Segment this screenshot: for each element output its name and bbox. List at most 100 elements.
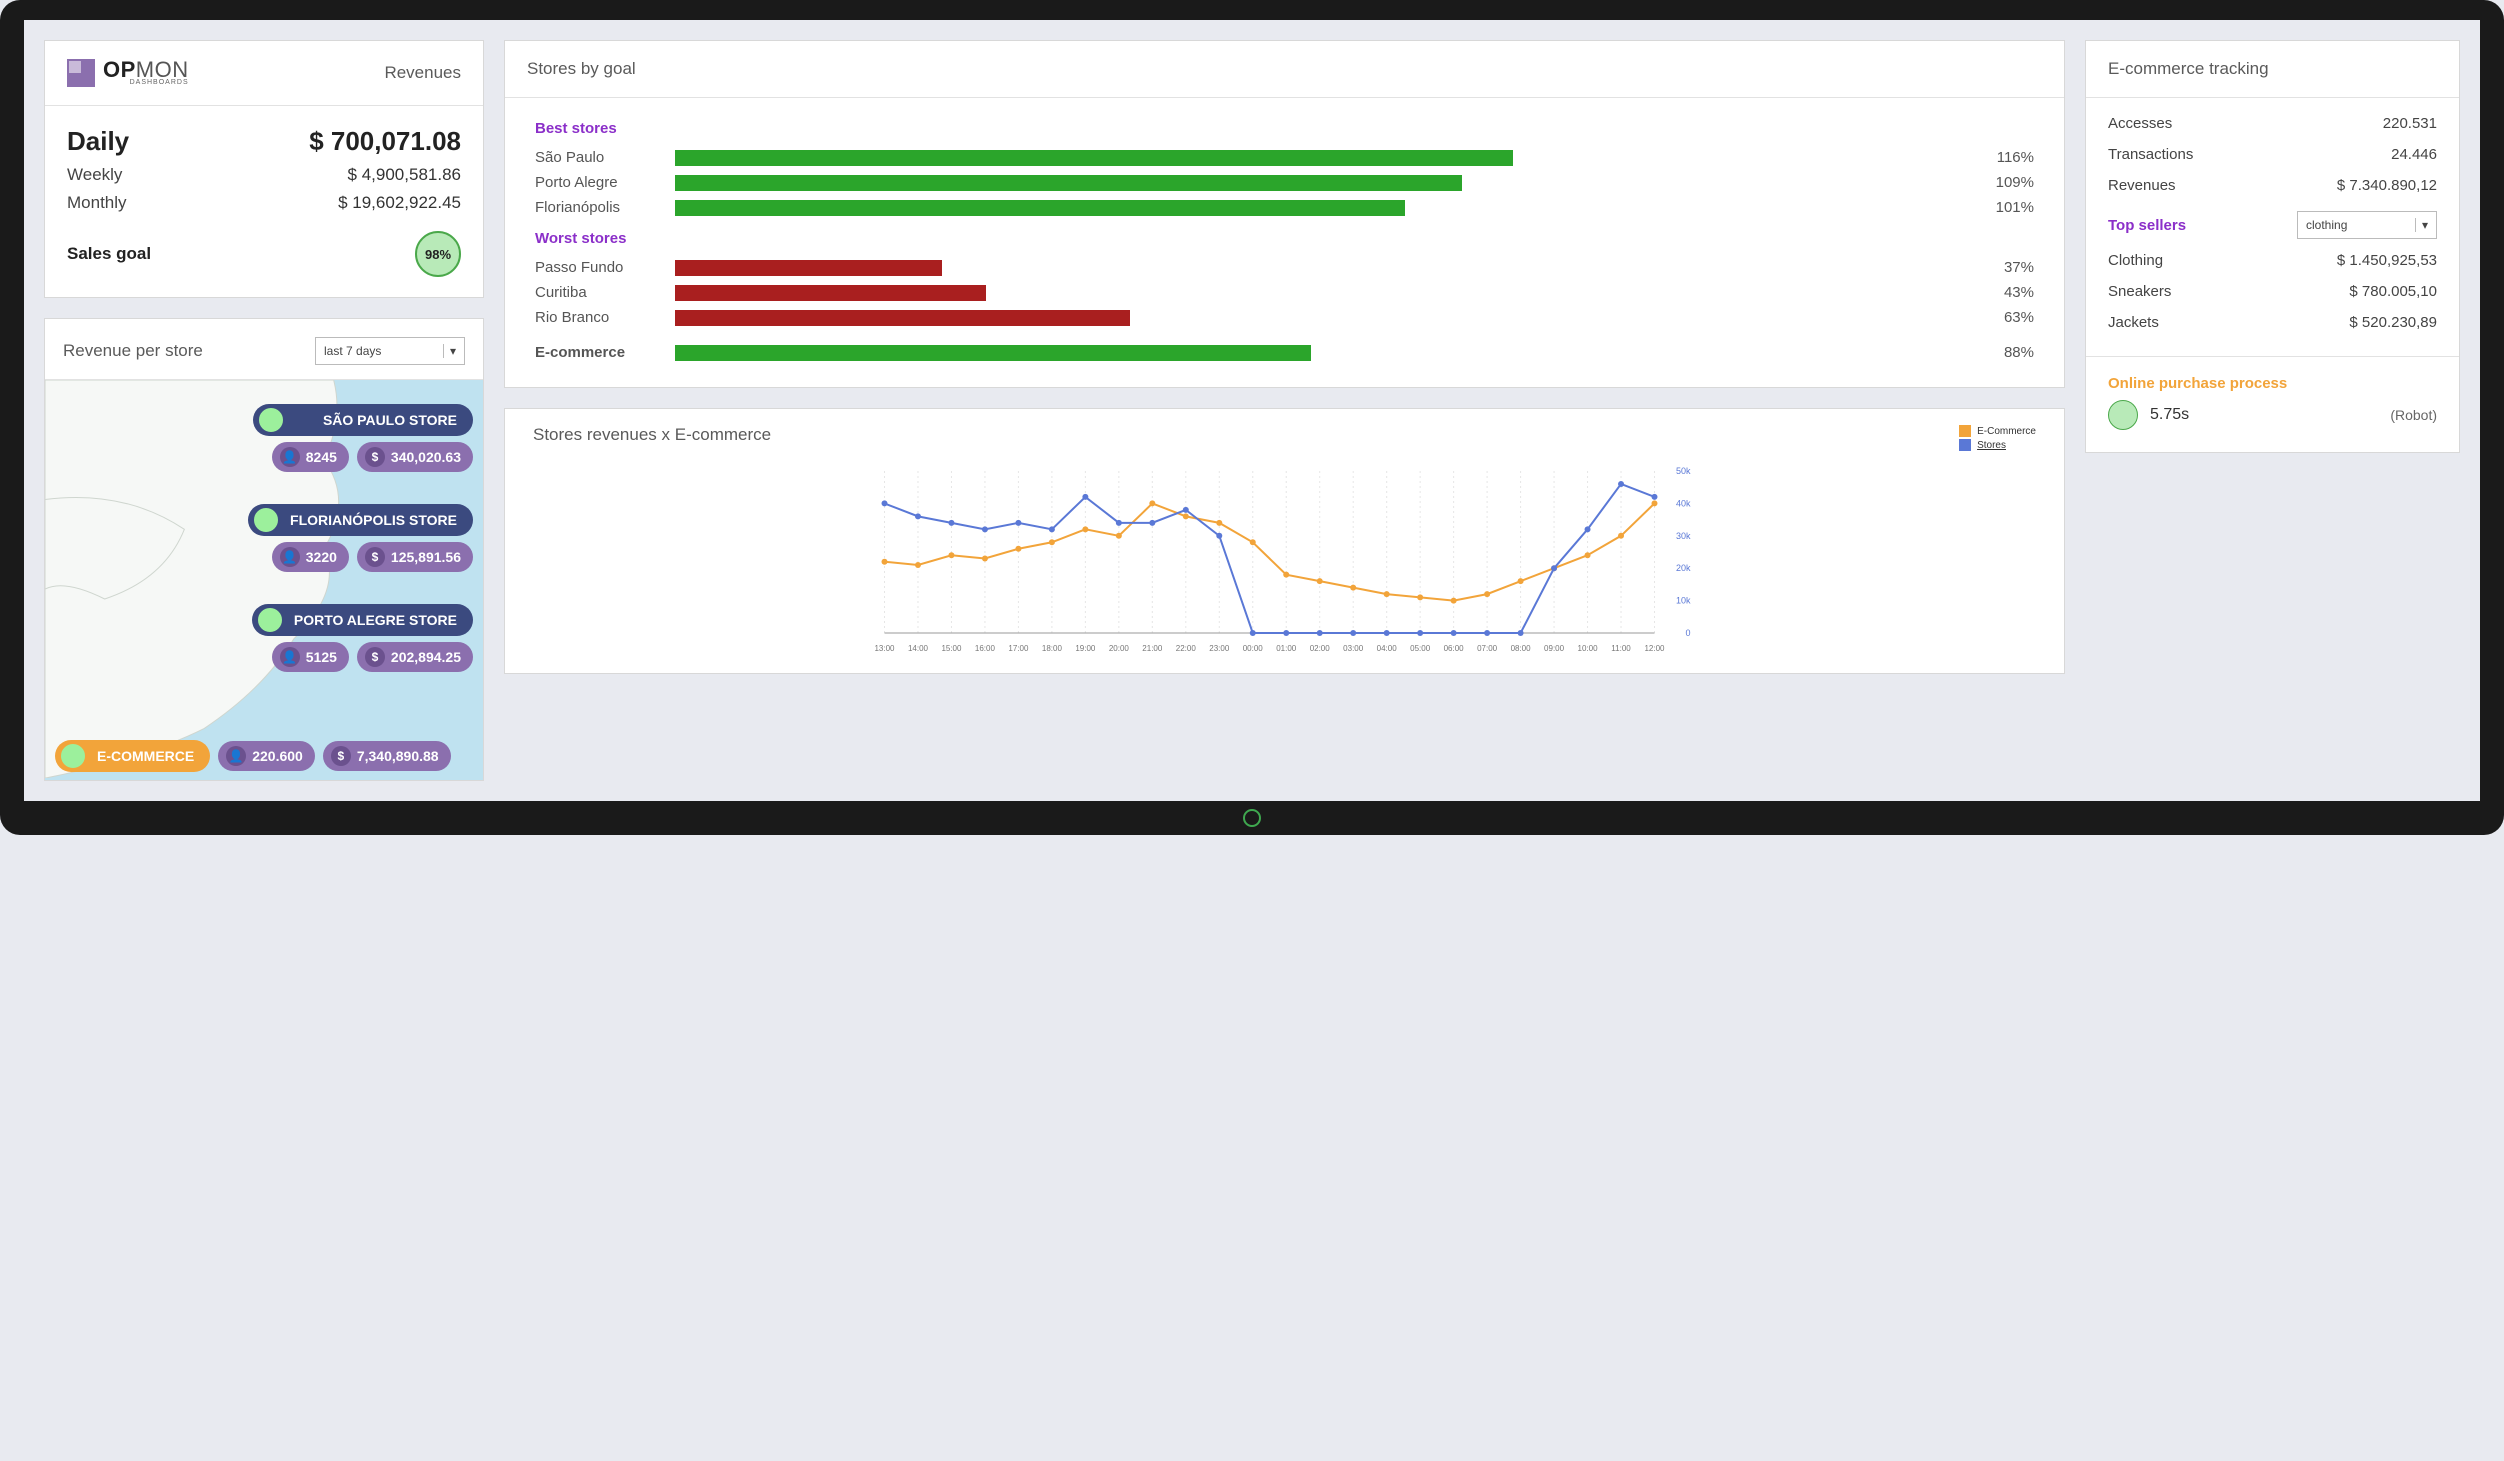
dollar-icon: $ [365,447,385,467]
store-name: Curitiba [535,284,665,301]
dollar-icon: $ [365,647,385,667]
svg-text:03:00: 03:00 [1343,644,1364,653]
ecom-section-title: E-commerce [535,344,665,361]
ecom-metric-row: Transactions24.446 [2108,139,2437,170]
store-name: Rio Branco [535,309,665,326]
store-name: Passo Fundo [535,259,665,276]
opp-title: Online purchase process [2108,375,2437,392]
status-dot-icon [59,742,87,770]
person-icon: 👤 [280,647,300,667]
stores-by-goal-card: Stores by goal Best stores São Paulo 116… [504,40,2065,388]
revenues-title: Revenues [384,63,461,83]
store-name-label: PORTO ALEGRE STORE [294,612,457,628]
best-stores-title: Best stores [535,120,2034,137]
goal-pct: 43% [1974,284,2034,301]
svg-text:15:00: 15:00 [941,644,962,653]
people-pill: 👤8245 [272,442,349,472]
revenue-pill: $125,891.56 [357,542,473,572]
svg-text:18:00: 18:00 [1042,644,1063,653]
revenues-card: OPMON DASHBOARDS Revenues Daily$ 700,071… [44,40,484,298]
metric-value: 220.531 [2383,115,2437,132]
svg-text:11:00: 11:00 [1611,644,1631,653]
revenue-label: Weekly [67,165,122,185]
period-select[interactable]: last 7 days ▾ [315,337,465,365]
topseller-row: Jackets $ 520.230,89 [2108,307,2437,338]
ecom-bar [675,345,1311,361]
topseller-label: Clothing [2108,252,2163,269]
store-name-label: SÃO PAULO STORE [323,412,457,428]
ecommerce-badge[interactable]: E-COMMERCE 👤 220.600 $ 7,340,890.88 [55,740,473,772]
svg-text:50k: 50k [1676,466,1691,476]
sales-goal-badge: 98% [415,231,461,277]
dashboard-screen: OPMON DASHBOARDS Revenues Daily$ 700,071… [24,20,2480,801]
chart-title: Stores revenues x E-commerce [533,425,771,445]
ecom-revenue-pill: $ 7,340,890.88 [323,741,451,771]
svg-text:30k: 30k [1676,531,1691,541]
ecom-metric-row: Accesses 220.531 [2108,108,2437,139]
store-badge[interactable]: FLORIANÓPOLIS STORE 👤3220 $125,891.56 [248,504,473,572]
svg-text:01:00: 01:00 [1276,644,1297,653]
dollar-icon: $ [365,547,385,567]
ecom-metric-row: Revenues$ 7.340.890,12 [2108,170,2437,201]
map-area: SÃO PAULO STORE 👤8245 $340,020.63 FLORIA… [45,380,483,780]
logo-subtext: DASHBOARDS [130,80,189,86]
topseller-value: $ 780.005,10 [2349,283,2437,300]
status-dot-icon [252,506,280,534]
legend-label: E-Commerce [1977,426,2036,437]
ecom-name-label: E-COMMERCE [97,748,194,764]
goal-pct: 101% [1974,199,2034,216]
sales-goal-label: Sales goal [67,244,151,264]
ecom-tracking-title: E-commerce tracking [2108,59,2269,79]
store-name: Porto Alegre [535,174,665,191]
people-pill: 👤3220 [272,542,349,572]
revenue-label: Monthly [67,193,127,213]
svg-text:14:00: 14:00 [908,644,929,653]
metric-label: Revenues [2108,177,2176,194]
svg-text:08:00: 08:00 [1511,644,1532,653]
goal-bar [675,150,1513,166]
svg-text:10k: 10k [1676,596,1691,606]
topseller-label: Jackets [2108,314,2159,331]
goal-bar-row: São Paulo 116% [535,145,2034,170]
svg-text:17:00: 17:00 [1008,644,1029,653]
svg-text:21:00: 21:00 [1142,644,1163,653]
line-chart-card: Stores revenues x E-commerce E-Commerce S… [504,408,2065,674]
revenue-pill: $202,894.25 [357,642,473,672]
goal-bar-row: Curitiba 43% [535,280,2034,305]
svg-text:10:00: 10:00 [1578,644,1599,653]
svg-text:07:00: 07:00 [1477,644,1498,653]
status-dot-icon [256,606,284,634]
svg-text:23:00: 23:00 [1209,644,1230,653]
topseller-value: $ 520.230,89 [2349,314,2437,331]
legend-item[interactable]: Stores [1959,439,2036,451]
goal-bar-row: Passo Fundo 37% [535,255,2034,280]
legend-item[interactable]: E-Commerce [1959,425,2036,437]
line-chart: 13:00 14:00 15:00 16:00 17:00 18:00 19:00 20:00… [533,461,2036,661]
ecom-pct: 88% [1974,344,2034,361]
revenue-row: Daily$ 700,071.08 [67,122,461,161]
ecommerce-tracking-card: E-commerce tracking Accesses 220.531 Trans… [2085,40,2460,453]
svg-text:16:00: 16:00 [975,644,996,653]
svg-text:20:00: 20:00 [1109,644,1130,653]
svg-text:04:00: 04:00 [1377,644,1398,653]
people-pill: 👤5125 [272,642,349,672]
svg-text:05:00: 05:00 [1410,644,1431,653]
logo-icon [67,59,95,87]
goal-bar [675,285,986,301]
home-button-icon[interactable] [1243,809,1261,827]
store-badge[interactable]: SÃO PAULO STORE 👤8245 $340,020.63 [253,404,473,472]
svg-text:19:00: 19:00 [1075,644,1096,653]
topsellers-title: Top sellers [2108,217,2186,234]
store-badge[interactable]: PORTO ALEGRE STORE 👤5125 $202,894.25 [252,604,473,672]
svg-text:13:00: 13:00 [874,644,895,653]
goal-pct: 109% [1974,174,2034,191]
sbg-title: Stores by goal [527,59,636,79]
device-frame: OPMON DASHBOARDS Revenues Daily$ 700,071… [0,0,2504,835]
metric-label: Accesses [2108,115,2172,132]
dollar-icon: $ [331,746,351,766]
goal-bar-row: Porto Alegre 109% [535,170,2034,195]
svg-text:20k: 20k [1676,563,1691,573]
topsellers-select[interactable]: clothing ▾ [2297,211,2437,239]
svg-text:40k: 40k [1676,498,1691,508]
legend-swatch-icon [1959,439,1971,451]
